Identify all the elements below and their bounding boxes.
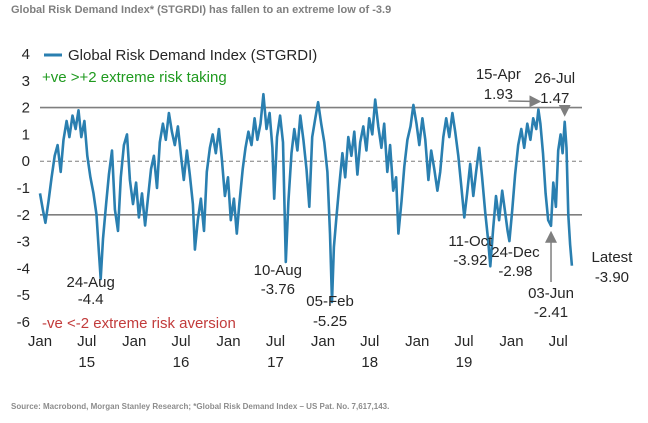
- x-tick-month: Jul: [266, 333, 285, 350]
- annotation-date: 10-Aug: [254, 262, 302, 279]
- x-tick-month: Jul: [454, 333, 473, 350]
- x-tick-year: 19: [456, 354, 473, 371]
- annotation-value: -3.76: [261, 281, 295, 298]
- x-tick-year: 16: [173, 354, 190, 371]
- y-tick-label: 0: [22, 153, 30, 170]
- legend: Global Risk Demand Index (STGRDI): [44, 47, 317, 64]
- series-line-stgrdi: [38, 92, 574, 304]
- annotation-value: 1.47: [540, 90, 569, 107]
- x-tick-year: 18: [361, 354, 378, 371]
- x-tick-month: Jan: [311, 333, 335, 350]
- annotation-value: -3.92: [453, 252, 487, 269]
- y-tick-label: -1: [17, 180, 30, 197]
- x-axis-ticks: Jan Jul 15 Jan Jul 16 Jan Jul 17 Jan Jul 18 Jan Jul 19…: [28, 333, 568, 371]
- annotation-value: 1.93: [484, 86, 513, 103]
- x-tick-month: Jul: [171, 333, 190, 350]
- annotation-value: -4.4: [78, 291, 104, 308]
- annotation-date: 11-Oct: [448, 233, 493, 250]
- annotation-value: -5.25: [313, 313, 347, 330]
- x-tick-month: Jan: [499, 333, 523, 350]
- annotation-date: 26-Jul: [534, 70, 575, 87]
- chart-title: Global Risk Demand Index* (STGRDI) has f…: [11, 4, 392, 16]
- reference-lines: [40, 106, 582, 216]
- x-tick-month: Jan: [216, 333, 240, 350]
- annotation-date: Latest: [591, 249, 633, 266]
- source-note: Source: Macrobond, Morgan Stanley Resear…: [11, 402, 390, 411]
- y-tick-label: -3: [17, 234, 30, 251]
- negative-threshold-label: -ve <-2 extreme risk aversion: [42, 315, 236, 332]
- y-tick-label: 1: [22, 126, 30, 143]
- x-tick-month: Jan: [28, 333, 52, 350]
- annotation-date: 03-Jun: [528, 285, 574, 302]
- y-tick-label: 3: [22, 73, 30, 90]
- x-tick-year: 17: [267, 354, 284, 371]
- x-tick-year: 15: [78, 354, 95, 371]
- x-tick-month: Jul: [549, 333, 568, 350]
- annotation-date: 24-Aug: [66, 274, 114, 291]
- legend-label: Global Risk Demand Index (STGRDI): [68, 47, 317, 64]
- y-tick-label: -4: [17, 260, 30, 277]
- y-tick-label: 4: [22, 46, 30, 63]
- positive-threshold-label: +ve >+2 extreme risk taking: [42, 69, 227, 86]
- annotation-date: 15-Apr: [476, 66, 521, 83]
- y-tick-label: -5: [17, 287, 30, 304]
- x-tick-month: Jan: [405, 333, 429, 350]
- x-tick-month: Jul: [360, 333, 379, 350]
- annotation-value: -3.90: [595, 269, 629, 286]
- annotations: 24-Aug-4.4 10-Aug -3.76 05-Feb -5.25 11-Oct -3…: [66, 66, 633, 330]
- annotation-date: 05-Feb: [306, 293, 354, 310]
- x-tick-month: Jan: [122, 333, 146, 350]
- y-tick-label: -6: [17, 314, 30, 331]
- annotation-date: 24-Dec: [491, 244, 540, 261]
- annotation-value: -2.41: [534, 304, 568, 321]
- y-tick-label: -2: [17, 207, 30, 224]
- annotation-value: -2.98: [498, 263, 532, 280]
- x-tick-month: Jul: [77, 333, 96, 350]
- y-axis-ticks: 4 3 2 1 0 -1 -2 -3 -4 -5 -6: [17, 46, 30, 331]
- y-tick-label: 2: [22, 100, 30, 117]
